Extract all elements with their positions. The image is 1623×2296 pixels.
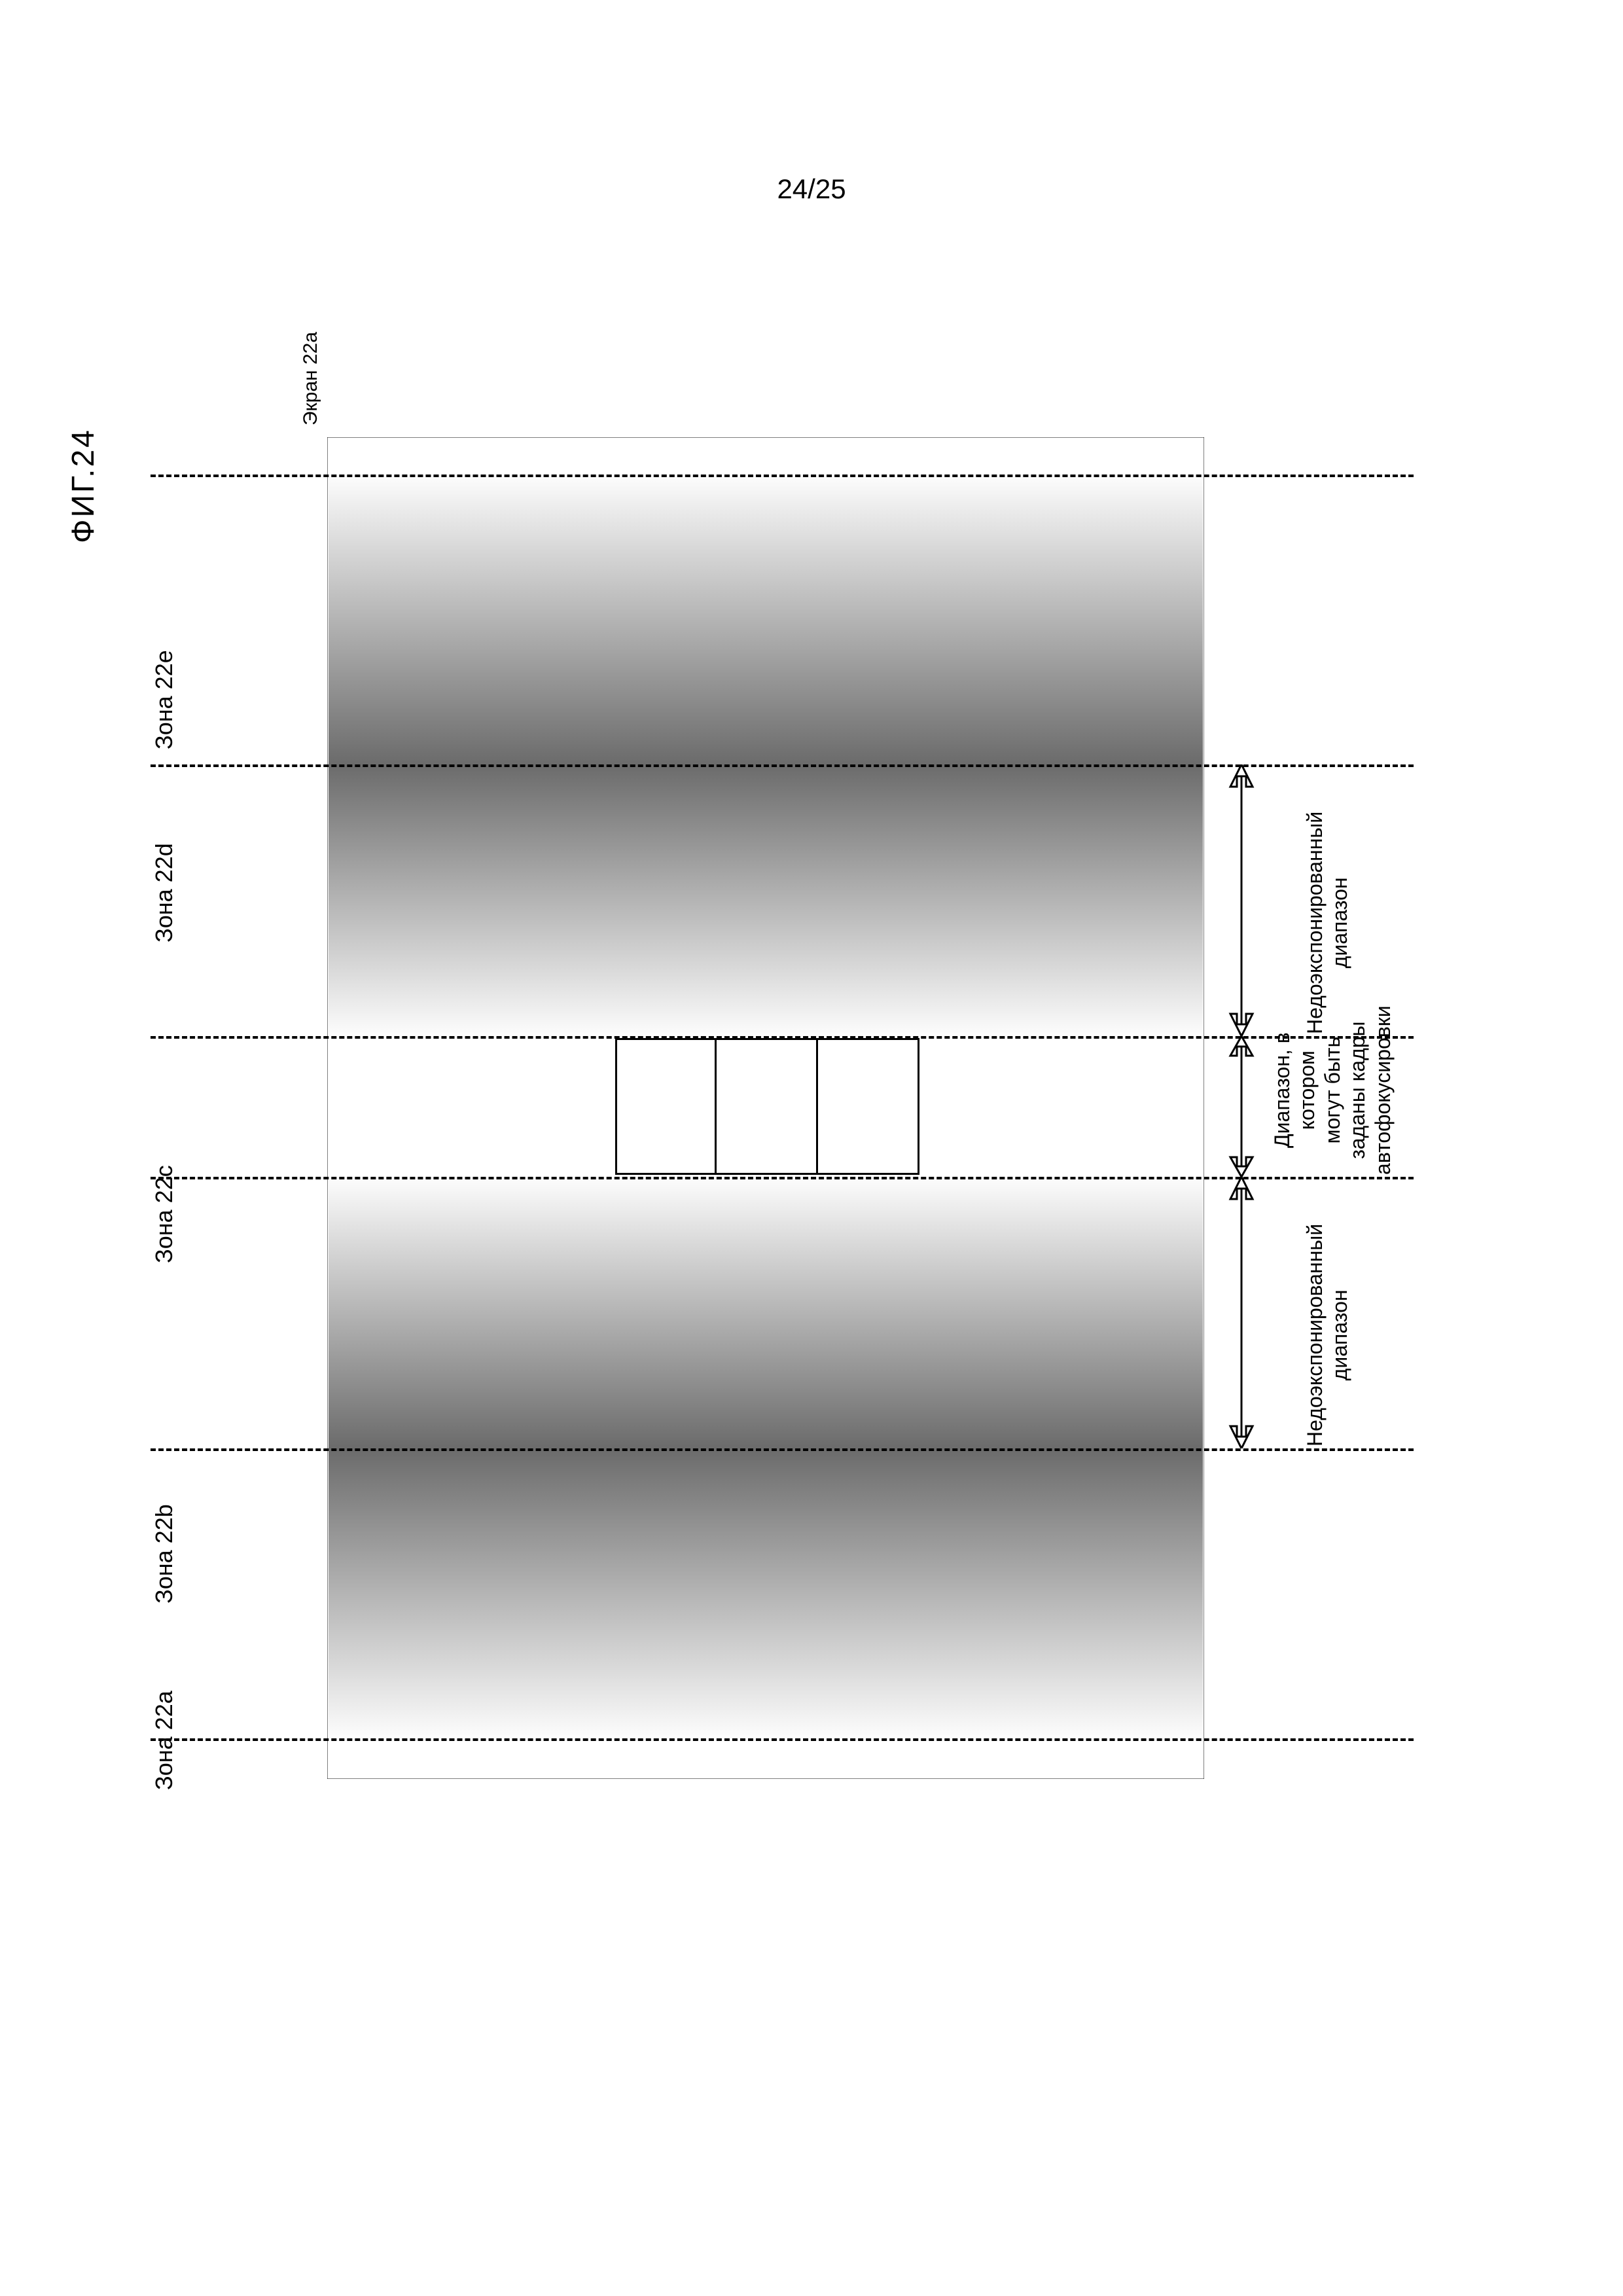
- zone-label-22c: Зона 22c: [151, 1165, 178, 1263]
- arrow-underexposed-top: [1224, 764, 1260, 1036]
- dashed-line-5: [151, 1448, 1414, 1451]
- focus-frame-3: [818, 1038, 919, 1175]
- focus-frames: [615, 1038, 919, 1175]
- arrow-label-underexposed-bottom: Недоэкспонированный диапазон: [1302, 1224, 1353, 1446]
- arrow-label-af-range: Диапазон, в котором могут быть заданы ка…: [1270, 1005, 1395, 1175]
- gradient-band-upper: [329, 764, 1203, 1036]
- zone-label-22d: Зона 22d: [151, 843, 178, 942]
- focus-frame-1: [615, 1038, 717, 1175]
- gradient-band-bottom-edge: [329, 1448, 1203, 1738]
- zone-label-22a: Зона 22a: [151, 1691, 178, 1790]
- arrow-underexposed-bottom: [1224, 1177, 1260, 1448]
- focus-frame-2: [717, 1038, 818, 1175]
- gradient-band-lower: [329, 1177, 1203, 1448]
- dashed-line-6: [151, 1738, 1414, 1741]
- page-number: 24/25: [777, 173, 846, 205]
- dashed-line-1: [151, 475, 1414, 477]
- zone-label-22e: Зона 22e: [151, 650, 178, 749]
- screen-label: Экран 22a: [300, 332, 322, 425]
- figure-container: ФИГ.24 Экран 22a: [183, 425, 1427, 1931]
- arrow-label-underexposed-top: Недоэкспонированный диапазон: [1302, 812, 1353, 1034]
- arrow-af-range: [1224, 1036, 1260, 1177]
- figure-title: ФИГ.24: [65, 428, 101, 543]
- zone-label-22b: Зона 22b: [151, 1504, 178, 1604]
- gradient-band-top-edge: [329, 475, 1203, 764]
